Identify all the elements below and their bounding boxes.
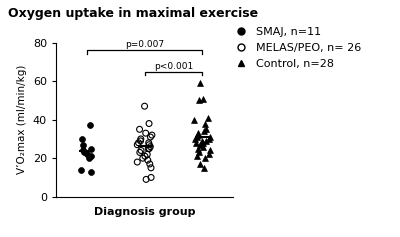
Point [202,128,209,131]
Point [141,104,148,108]
Point [144,158,151,162]
Point [193,141,199,145]
Point [137,139,144,143]
Point [84,152,91,156]
Point [142,154,148,158]
Point [146,141,152,145]
Point [207,149,213,152]
Point [194,135,200,139]
Text: p=0.007: p=0.007 [125,40,164,49]
Point [200,145,206,149]
Point [137,150,143,154]
Point [205,116,212,120]
Point [80,149,86,152]
Point [195,99,202,102]
Point [192,137,198,141]
Point [201,166,208,170]
Point [145,147,152,150]
Point [201,156,208,160]
Point [194,131,201,135]
Point [206,152,212,156]
Point [146,162,153,166]
Point [86,156,92,160]
Point [134,160,140,164]
Point [138,137,144,141]
Point [87,123,93,127]
Point [194,133,201,137]
X-axis label: Diagnosis group: Diagnosis group [94,207,196,217]
Point [199,139,206,143]
Point [197,81,203,85]
Point [78,168,84,172]
Point [136,128,143,131]
Point [196,150,203,154]
Y-axis label: V’O₂max (ml/min/kg): V’O₂max (ml/min/kg) [17,65,27,174]
Point [80,143,86,147]
Point [142,131,149,135]
Point [146,122,152,125]
Point [146,143,152,147]
Point [138,149,144,152]
Point [146,147,152,150]
Point [191,118,198,122]
Point [134,143,140,147]
Point [147,135,154,139]
Point [80,150,87,154]
Point [201,129,207,133]
Point [203,139,210,143]
Point [206,137,212,141]
Legend: SMAJ, n=11, MELAS/PEO, n= 26, Control, n=28: SMAJ, n=11, MELAS/PEO, n= 26, Control, n… [230,27,362,69]
Text: p<0.001: p<0.001 [154,62,193,71]
Point [207,135,213,139]
Point [149,133,155,137]
Point [88,154,94,158]
Point [135,141,142,145]
Point [194,147,201,150]
Text: Oxygen uptake in maximal exercise: Oxygen uptake in maximal exercise [8,7,258,20]
Point [197,143,204,147]
Point [144,152,150,156]
Point [79,137,85,141]
Point [197,162,203,166]
Point [140,156,146,160]
Point [202,122,208,125]
Point [88,147,94,150]
Point [200,141,206,145]
Point [200,97,206,100]
Point [148,166,154,170]
Point [148,176,154,179]
Point [143,178,149,181]
Point [147,145,154,149]
Point [88,170,94,173]
Point [193,154,200,158]
